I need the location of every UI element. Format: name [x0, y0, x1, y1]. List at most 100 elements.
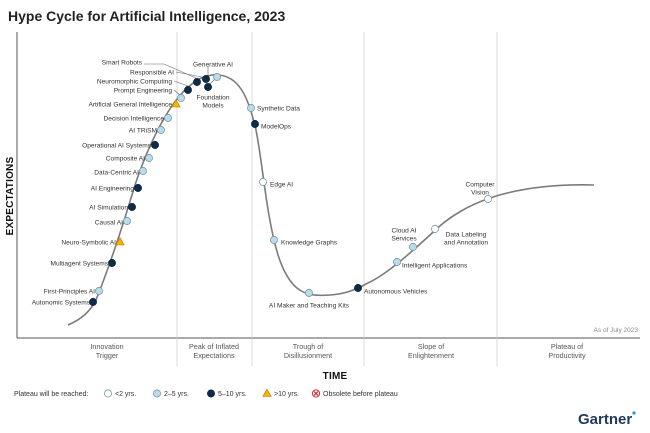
phase-labels: Innovation Trigger Peak of Inflated Expect… [90, 342, 586, 360]
label-operational-ai-systems: Operational AI Systems [82, 142, 152, 149]
label-line: Models [202, 102, 224, 109]
phase-dividers [176, 32, 498, 366]
phase-label-trough: Trough of Disillusionment [284, 342, 332, 360]
legend-marker-lt2 [104, 389, 112, 398]
point-autonomous-vehicles [354, 284, 362, 292]
point-ai-simulation [128, 203, 136, 211]
phase-label-slope: Slope of Enlightenment [408, 342, 454, 360]
point-first-principles-ai [95, 287, 103, 295]
label-line: Foundation [197, 94, 230, 101]
phase-label-innovation-trigger: Innovation Trigger [90, 342, 123, 360]
point-synthetic-data [247, 104, 255, 112]
phase-label-line: Productivity [548, 351, 586, 360]
legend-marker-gt10 [262, 388, 272, 397]
label-line: Computer [466, 181, 496, 188]
point-cloud-ai-services [409, 243, 417, 251]
y-axis-label: EXPECTATIONS [5, 157, 16, 236]
leader-line [173, 80, 189, 87]
label-composite-ai: Composite AI [106, 155, 145, 162]
as-of-note: As of July 2023 [594, 327, 639, 334]
point-decision-intelligence [164, 114, 172, 122]
obsolete-cross [313, 391, 319, 396]
point-neuromorphic-computing [184, 86, 192, 94]
label-first-principles-ai: First-Principles AI [44, 288, 95, 295]
phase-label-line: Slope of [418, 342, 444, 351]
label-multiagent-systems: Multiagent Systems [50, 260, 108, 267]
label-ai-simulation: AI Simulation [89, 204, 128, 211]
label-knowledge-graphs: Knowledge Graphs [281, 239, 338, 246]
label-generative-ai: Generative AI [193, 61, 233, 68]
point-artificial-general-intelligence [171, 98, 181, 108]
gartner-logo-dot [632, 411, 636, 415]
label-artificial-general-intelligence: Artificial General Intelligence [88, 101, 172, 108]
data-points [89, 73, 492, 306]
phase-label-line: Peak of Inflated [189, 342, 239, 351]
point-neuro-symbolic-ai [115, 236, 125, 246]
phase-label-line: Innovation [90, 342, 123, 351]
label-autonomous-vehicles: Autonomous Vehicles [364, 288, 428, 295]
label-foundation-models: Foundation Models [197, 94, 230, 109]
point-edge-ai [259, 178, 267, 186]
phase-label-line: Disillusionment [284, 351, 332, 360]
phase-label-plateau: Plateau of Productivity [548, 342, 586, 360]
point-ai-trism [157, 126, 165, 134]
label-synthetic-data: Synthetic Data [257, 105, 300, 112]
label-ai-maker-and-teaching-kits: AI Maker and Teaching Kits [269, 302, 350, 309]
label-line: Services [391, 235, 417, 242]
point-intelligent-applications [393, 258, 401, 266]
legend: Plateau will be reached: <2 yrs. 2–5 yrs.… [14, 388, 398, 398]
label-neuromorphic-computing: Neuromorphic Computing [97, 78, 172, 85]
point-data-labeling-and-annotation [431, 225, 439, 233]
point-operational-ai-systems [151, 141, 159, 149]
gartner-wordmark: Gartner [578, 411, 632, 428]
legend-label-gt10: >10 yrs. [274, 391, 299, 398]
phase-label-peak: Peak of Inflated Expectations [189, 342, 239, 360]
label-smart-robots: Smart Robots [102, 59, 143, 66]
label-prompt-engineering: Prompt Engineering [114, 87, 173, 94]
label-line: Data Labeling [446, 231, 487, 238]
point-data-centric-ai [139, 167, 147, 175]
legend-marker-obsolete [311, 389, 321, 398]
label-neuro-symbolic-ai: Neuro-Symbolic AI [61, 239, 116, 246]
point-composite-ai [145, 154, 153, 162]
phase-label-line: Trough of [293, 342, 324, 351]
label-ai-trism: AI TRiSM [129, 127, 157, 134]
label-line: Vision [471, 189, 489, 196]
label-computer-vision: Computer Vision [466, 181, 496, 196]
phase-label-line: Plateau of [551, 342, 583, 351]
label-intelligent-applications: Intelligent Applications [402, 262, 468, 269]
point-multiagent-systems [108, 259, 116, 267]
hype-curve [67, 74, 595, 326]
point-prompt-engineering [177, 94, 185, 102]
label-ai-engineering: AI Engineering [91, 185, 135, 192]
legend-label-5to10: 5–10 yrs. [218, 391, 247, 398]
legend-title: Plateau will be reached: [14, 391, 88, 398]
point-responsible-ai [193, 78, 201, 86]
label-line: Cloud AI [392, 227, 417, 234]
point-foundation-models [204, 83, 212, 91]
point-smart-robots [202, 75, 210, 83]
chart-title: Hype Cycle for Artificial Intelligence, … [8, 8, 285, 24]
point-modelops [251, 120, 259, 128]
point-computer-vision [484, 195, 492, 203]
phase-label-line: Trigger [96, 351, 119, 360]
label-edge-ai: Edge AI [270, 181, 293, 188]
label-causal-ai: Causal AI [95, 219, 123, 226]
label-modelops: ModelOps [261, 123, 292, 130]
point-autonomic-systems [89, 298, 97, 306]
label-decision-intelligence: Decision Intelligence [104, 115, 165, 122]
x-axis-label: TIME [323, 371, 348, 382]
label-cloud-ai-services: Cloud AI Services [391, 227, 417, 242]
label-responsible-ai: Responsible AI [130, 69, 174, 76]
legend-marker-5to10 [207, 389, 215, 398]
point-knowledge-graphs [270, 236, 278, 244]
label-data-labeling-and-annotation: Data Labeling and Annotation [444, 231, 488, 246]
point-ai-maker-and-teaching-kits [305, 289, 313, 297]
gartner-logo: Gartner [578, 411, 636, 428]
label-autonomic-systems: Autonomic Systems [32, 299, 91, 306]
legend-label-obsolete: Obsolete before plateau [323, 391, 398, 398]
label-line: and Annotation [444, 239, 488, 246]
legend-label-lt2: <2 yrs. [115, 391, 136, 398]
label-data-centric-ai: Data-Centric AI [94, 169, 139, 176]
